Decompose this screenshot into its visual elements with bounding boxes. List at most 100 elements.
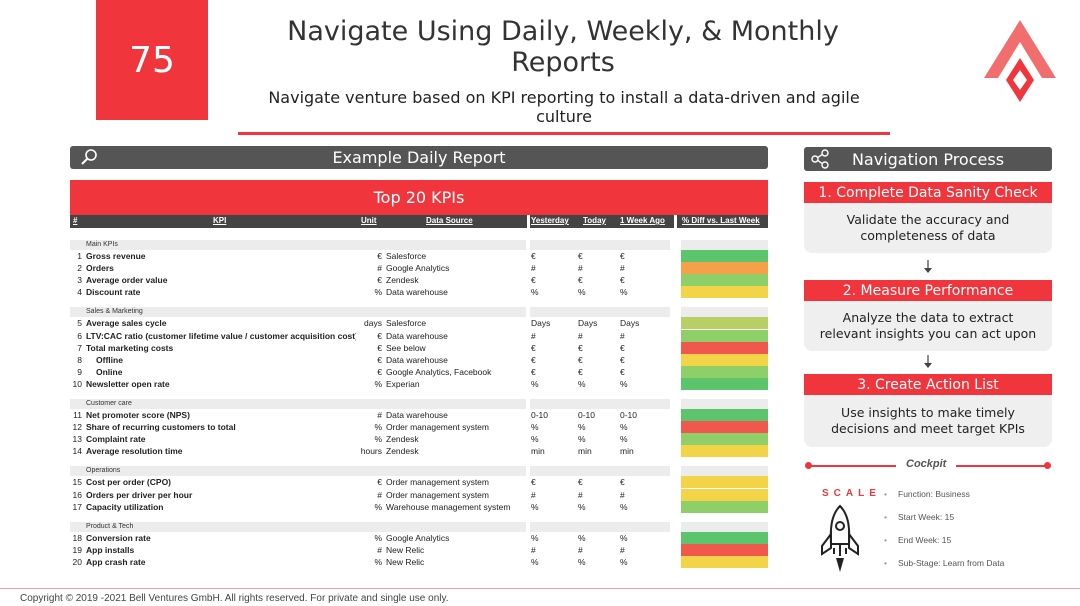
- col-header-source: Data Source: [426, 216, 473, 225]
- row-number: 5: [77, 318, 82, 329]
- kpi-unit: %: [374, 287, 382, 298]
- value-yesterday: €: [531, 366, 536, 377]
- row-number: 4: [77, 287, 82, 298]
- diff-status-cell: [681, 500, 768, 513]
- value-week-ago: #: [620, 330, 625, 341]
- value-yesterday: #: [531, 263, 536, 274]
- table-row: 7 Total marketing costs € See below € € €: [70, 341, 768, 354]
- kpi-unit: #: [377, 489, 382, 500]
- data-source: Order management system: [386, 477, 489, 488]
- navigation-title: Navigation Process: [851, 149, 1005, 169]
- table-row: 20 App crash rate% New Relic%%%: [70, 555, 768, 568]
- diff-status-cell: [681, 250, 768, 262]
- table-row: 10 Newsletter open rate% Experian%%%: [70, 377, 768, 390]
- row-number: 1: [77, 251, 82, 261]
- row-number: 7: [77, 342, 82, 353]
- value-today: min: [578, 446, 592, 457]
- data-source: Data warehouse: [386, 330, 448, 341]
- value-week-ago: #: [620, 489, 625, 500]
- kpi-unit: #: [377, 544, 382, 555]
- row-number: 19: [72, 544, 82, 555]
- kpi-name: Discount rate: [86, 287, 141, 298]
- value-today: #: [578, 544, 583, 555]
- value-week-ago: %: [620, 378, 628, 389]
- diff-status-cell: [681, 409, 768, 421]
- kpi-name: App installs: [86, 544, 135, 555]
- data-source: Google Analytics, Facebook: [386, 366, 492, 377]
- cockpit-dot: [805, 462, 812, 469]
- row-number: 12: [72, 422, 82, 433]
- row-number: 15: [72, 477, 82, 488]
- value-week-ago: %: [620, 556, 628, 567]
- diff-status-cell: [681, 262, 768, 275]
- kpi-name: LTV:CAC ratio (customer lifetime value /…: [86, 330, 356, 341]
- value-today: %: [578, 556, 586, 567]
- data-source: Order management system: [386, 422, 489, 433]
- diff-status-cell: [681, 476, 768, 489]
- diff-status-cell: [681, 531, 768, 544]
- value-yesterday: €: [531, 342, 536, 353]
- section-header: Sales & Marketing: [70, 307, 526, 318]
- report-title: Example Daily Report: [332, 148, 506, 167]
- data-source: Google Analytics: [386, 532, 450, 543]
- col-header-diff: % Diff vs. Last Week: [682, 216, 760, 225]
- kpi-name: Newsletter open rate: [86, 378, 170, 389]
- data-source: Zendesk: [386, 275, 419, 286]
- kpi-unit: hours: [360, 446, 382, 457]
- value-today: €: [578, 275, 583, 286]
- value-week-ago: #: [620, 544, 625, 555]
- kpi-unit: #: [377, 410, 382, 420]
- kpi-name: Capacity utilization: [86, 501, 164, 512]
- table-row: 3 Average order value € Zendesk € € €: [70, 274, 768, 287]
- section-band: [530, 399, 670, 409]
- cockpit-sub-stage: • Sub-Stage: Learn from Data: [884, 558, 1005, 568]
- kpi-unit: %: [374, 556, 382, 567]
- data-source: New Relic: [386, 556, 425, 567]
- rocket-icon: [821, 504, 859, 572]
- diff-status-cell: [681, 488, 768, 501]
- value-week-ago: min: [620, 446, 634, 457]
- magnifier-icon: [81, 149, 97, 165]
- data-source: Google Analytics: [386, 263, 450, 274]
- value-today: €: [578, 251, 583, 261]
- kpi-name: Orders per driver per hour: [86, 489, 193, 500]
- col-header-unit: Unit: [361, 216, 377, 225]
- data-source: Warehouse management system: [386, 501, 511, 512]
- kpi-name: Conversion rate: [86, 532, 151, 543]
- kpi-table: Main KPIs 1 Gross revenue € Salesforce € € €2 Or…: [70, 228, 768, 578]
- table-row: 6 LTV:CAC ratio (customer lifetime value …: [70, 329, 768, 342]
- kpi-unit: %: [374, 378, 382, 389]
- diff-status-cell: [681, 353, 768, 366]
- value-week-ago: %: [620, 501, 628, 512]
- kpi-name: Cost per order (CPO): [86, 477, 172, 488]
- table-row: 5 Average sales cycle days Salesforce Days Da…: [70, 317, 768, 330]
- table-row: 11 Net promoter score (NPS) # Data warehous…: [70, 409, 768, 421]
- value-week-ago: €: [620, 354, 625, 365]
- row-number: 16: [72, 489, 82, 500]
- row-number: 18: [72, 532, 82, 543]
- value-week-ago: #: [620, 263, 625, 274]
- value-yesterday: €: [531, 354, 536, 365]
- kpi-name: Online: [96, 366, 123, 377]
- kpi-name: Average sales cycle: [86, 318, 167, 329]
- value-week-ago: €: [620, 342, 625, 353]
- diff-status-cell: [681, 445, 768, 458]
- value-yesterday: Days: [531, 318, 551, 329]
- row-number: 9: [77, 366, 82, 377]
- page-subtitle: Navigate venture based on KPI reporting …: [238, 88, 890, 135]
- value-today: Days: [578, 318, 598, 329]
- row-number: 13: [72, 434, 82, 445]
- value-week-ago: Days: [620, 318, 640, 329]
- section-band: [530, 240, 670, 250]
- cockpit-function: • Function: Business: [884, 489, 970, 499]
- share-icon: [811, 149, 829, 169]
- data-source: Experian: [386, 378, 420, 389]
- kpi-unit: €: [377, 330, 382, 341]
- value-yesterday: €: [531, 275, 536, 286]
- table-row: 8 Offline € Data warehouse € € €: [70, 353, 768, 366]
- data-source: Data warehouse: [386, 287, 448, 298]
- col-header-today: Today: [583, 216, 606, 225]
- table-row: 15 Cost per order (CPO) € Order management …: [70, 476, 768, 489]
- value-week-ago: %: [620, 422, 628, 433]
- value-yesterday: %: [531, 434, 539, 445]
